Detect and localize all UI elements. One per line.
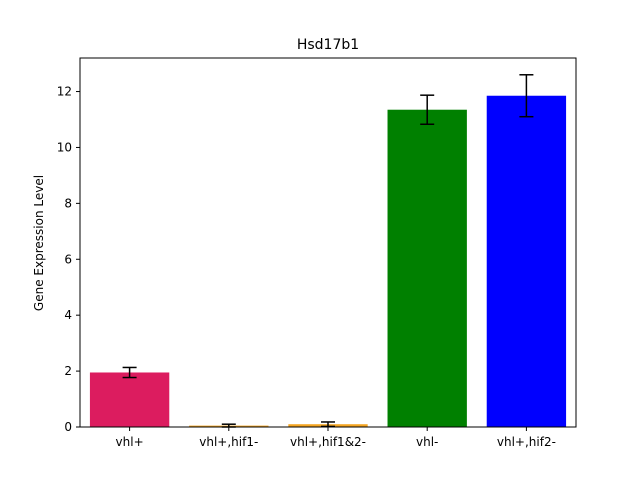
error-bar-0 — [122, 366, 137, 379]
bar-3 — [387, 109, 467, 427]
x-axis: vhl+ vhl+,hif1- vhl+,hif1&2- vhl-vhl+,hif2- — [116, 427, 556, 449]
x-tick-label-3: vhl- — [416, 435, 438, 449]
error-bars-group — [122, 74, 534, 428]
bar-0 — [89, 372, 170, 427]
y-tick-label-5: 10 — [57, 140, 72, 154]
y-tick-label-0: 0 — [64, 420, 72, 434]
x-tick-label-0: vhl+ — [116, 435, 144, 449]
chart-title: Hsd17b1 — [297, 37, 359, 53]
bar-4 — [486, 95, 567, 427]
y-tick-label-1: 2 — [64, 364, 72, 378]
x-tick-label-4: vhl+,hif2- — [497, 435, 556, 449]
bars-group — [89, 95, 567, 427]
y-tick-label-3: 6 — [64, 252, 72, 266]
error-bar-4 — [519, 74, 534, 118]
x-tick-label-1: vhl+,hif1- — [199, 435, 258, 449]
x-tick-label-2: vhl+,hif1&2- — [290, 435, 366, 449]
y-tick-label-6: 12 — [57, 85, 72, 99]
error-bar-3 — [420, 94, 435, 126]
error-bar-2 — [321, 421, 335, 428]
plot-frame — [79, 57, 577, 428]
y-tick-label-4: 8 — [64, 196, 72, 210]
y-tick-label-2: 4 — [64, 308, 72, 322]
y-axis-label: Gene Expression Level — [32, 175, 46, 311]
y-axis: 0 2 4 6 8 10 12 — [57, 85, 80, 434]
